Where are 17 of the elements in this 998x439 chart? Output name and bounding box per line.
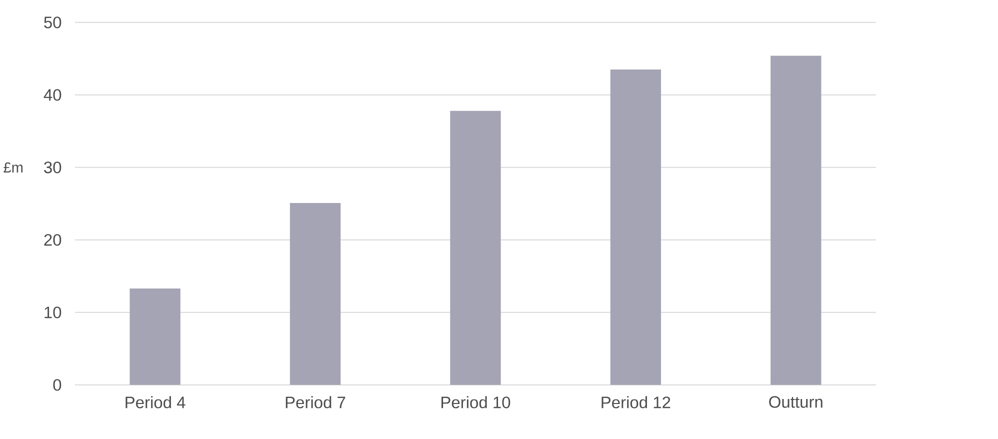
y-tick-label: 50 (44, 16, 62, 28)
bar (610, 70, 662, 386)
x-tick-label: Period 12 (602, 396, 670, 409)
x-tick-label: Period 10 (442, 396, 510, 409)
x-tick-label: Period 4 (126, 396, 186, 409)
y-tick-label: 40 (44, 89, 62, 101)
y-tick-label: 10 (44, 306, 62, 318)
y-tick-label: 20 (44, 234, 62, 246)
y-axis-title: £m (4, 162, 22, 173)
y-tick-label: 0 (53, 379, 62, 391)
bar (450, 111, 501, 386)
y-tick-label: 30 (44, 162, 62, 174)
x-tick-label: Outturn (769, 396, 822, 408)
bar (290, 203, 341, 386)
x-tick-label: Period 7 (286, 396, 346, 409)
bar (770, 56, 822, 386)
bar (130, 288, 180, 386)
